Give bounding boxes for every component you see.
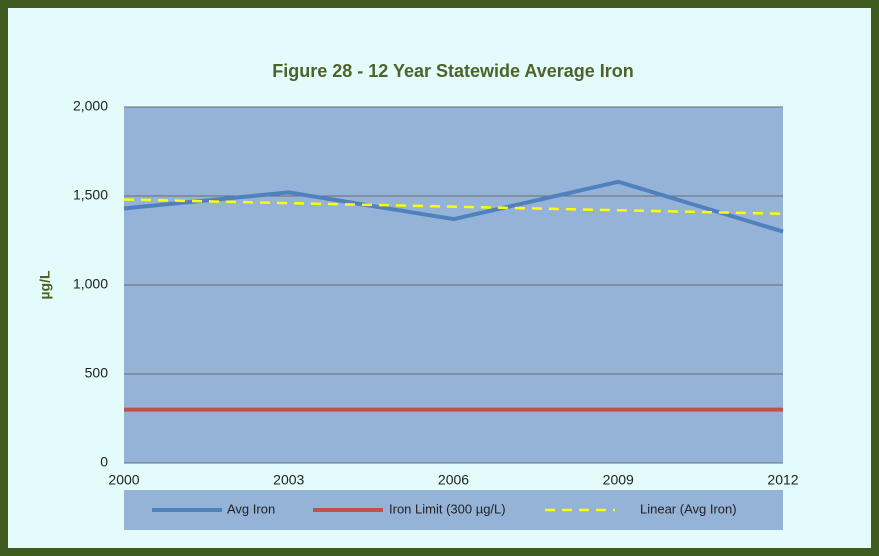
series-line <box>123 198 784 216</box>
y-axis-label: µg/L <box>37 270 53 300</box>
chart-title: Figure 28 - 12 Year Statewide Average Ir… <box>272 61 634 81</box>
legend-label: Avg Iron <box>227 501 275 516</box>
y-tick-label: 1,000 <box>73 276 108 292</box>
y-tick-label: 500 <box>85 365 109 381</box>
y-tick-label: 0 <box>100 454 108 470</box>
x-tick-label: 2000 <box>108 472 139 488</box>
legend-label: Linear (Avg Iron) <box>640 501 737 516</box>
y-tick-label: 1,500 <box>73 187 108 203</box>
y-tick-label: 2,000 <box>73 98 108 114</box>
x-tick-label: 2012 <box>767 472 798 488</box>
legend-label: Iron Limit (300 µg/L) <box>389 501 506 516</box>
x-tick-label: 2009 <box>603 472 634 488</box>
series-line <box>123 179 784 234</box>
x-tick-label: 2006 <box>438 472 469 488</box>
legend-box <box>124 490 783 530</box>
x-tick-label: 2003 <box>273 472 304 488</box>
